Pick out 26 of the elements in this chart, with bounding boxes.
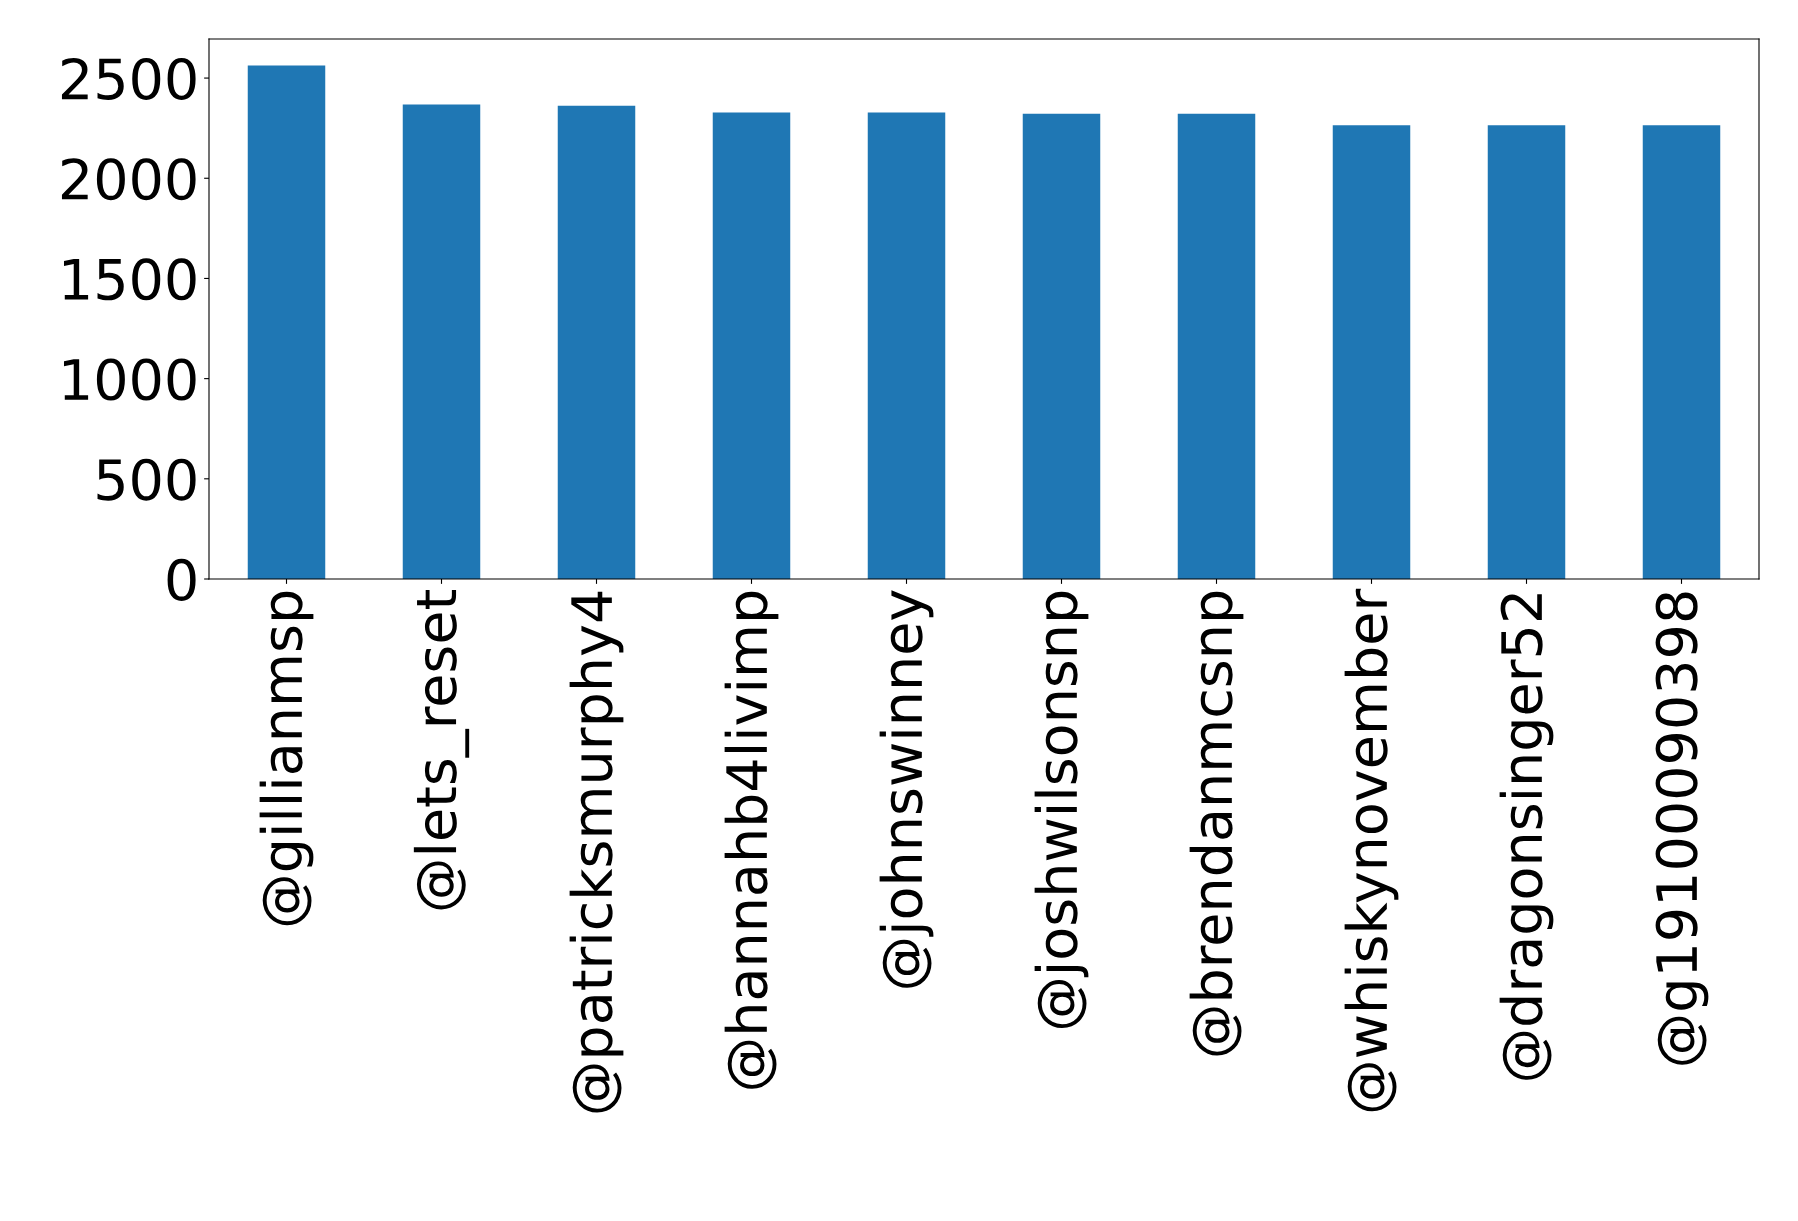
bar <box>557 105 636 579</box>
y-tick-label: 500 <box>97 458 196 501</box>
bar <box>1177 113 1256 579</box>
x-tick-label: @johnswinney <box>879 590 934 988</box>
x-tick-label: @dragonsinger52 <box>1499 594 1554 1080</box>
x-tick-label: @gillianmsp <box>259 591 314 926</box>
bar <box>1642 125 1721 579</box>
y-tick-label: 0 <box>167 558 196 601</box>
bar <box>712 112 791 579</box>
bar <box>402 104 481 579</box>
y-tick-label: 1500 <box>63 258 196 301</box>
x-tick-label: @hannahb4livimp <box>724 591 779 1089</box>
bar <box>1022 113 1101 579</box>
x-tick-label: @lets_reset <box>413 590 470 910</box>
bar <box>1487 125 1566 579</box>
y-tick-label: 2000 <box>61 158 196 201</box>
x-tick-label: @brendanmcsnp <box>1189 591 1244 1056</box>
x-tick-label: @g19100090398 <box>1655 592 1709 1065</box>
bar <box>247 65 326 579</box>
x-tick-label: @patricksmurphy4 <box>569 591 624 1113</box>
x-tick-label: @joshwilsonsnp <box>1034 591 1089 1029</box>
y-tick-label: 2500 <box>61 57 196 100</box>
x-tick-label: @whiskynovember <box>1344 588 1399 1112</box>
bar <box>1332 125 1411 579</box>
y-tick-label: 1000 <box>63 358 196 401</box>
bar <box>867 112 946 579</box>
